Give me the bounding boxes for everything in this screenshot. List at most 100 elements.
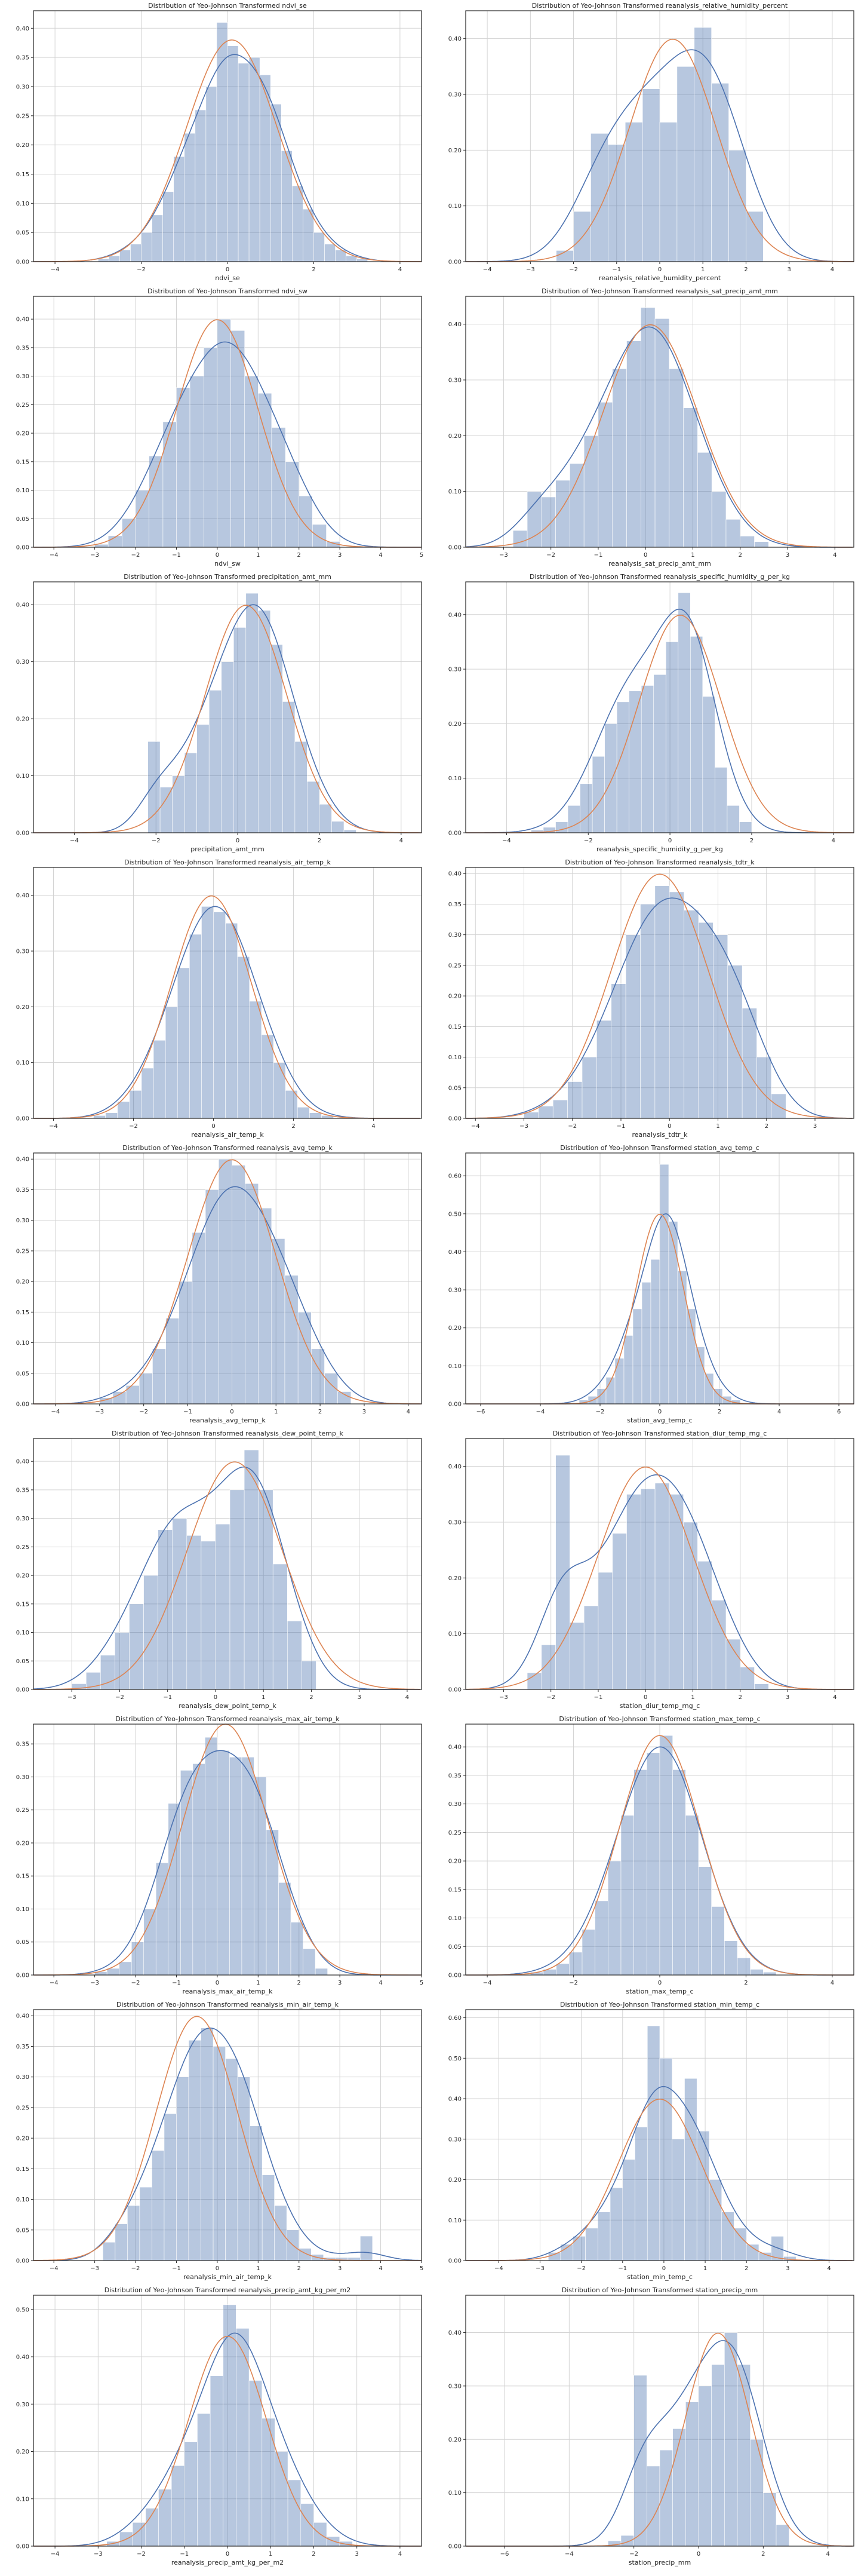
x-tick-label: 4	[379, 552, 382, 559]
y-tick-label: 0.20	[448, 433, 462, 440]
x-tick-label: −6	[476, 1409, 485, 1415]
histogram-bar	[672, 2139, 685, 2261]
axes-frame	[33, 2009, 422, 2261]
histogram-bar	[690, 636, 703, 833]
y-tick-label: 0.00	[16, 1973, 29, 1979]
x-tick-label: −2	[131, 2265, 140, 2272]
histogram-bar	[238, 63, 250, 262]
histogram-bar	[697, 1561, 712, 1690]
kde-line	[466, 49, 854, 262]
x-tick-label: 0	[668, 1123, 671, 1130]
y-tick-label: 0.10	[448, 1915, 462, 1922]
histogram-bar	[746, 211, 764, 262]
normal-fit-line	[466, 2098, 853, 2261]
subplot-title: Distribution of Yeo-Johnson Transformed …	[560, 2001, 759, 2008]
x-axis-label: reanalysis_max_air_temp_k	[182, 1988, 273, 1995]
x-tick-label: 0	[214, 1694, 217, 1701]
x-tick-label: 4	[831, 1980, 834, 1986]
histogram-bar	[149, 455, 164, 548]
histogram-bar	[694, 27, 712, 262]
subplot-14: −4 −2 0 2 4 0.00 0.05 0.10 0.15 0.20 0.25 0.30 0.35 0…	[448, 1715, 854, 1995]
x-axis-label: station_max_temp_c	[626, 1988, 693, 1995]
histogram-bar	[302, 1660, 316, 1690]
y-tick-label: 0.20	[16, 2136, 29, 2142]
histogram-bar	[241, 1756, 254, 1976]
histogram-bar	[728, 150, 746, 262]
histogram-bar	[201, 1541, 216, 1690]
x-axis-label: reanalysis_sat_precip_amt_mm	[608, 560, 711, 568]
histogram-bar	[633, 1770, 647, 1976]
y-tick-label: 0.00	[448, 2258, 462, 2265]
axes-frame	[465, 867, 854, 1119]
normal-fit-line	[33, 39, 422, 262]
y-tick-label: 0.40	[16, 26, 29, 32]
x-tick-label: 4	[833, 1694, 836, 1701]
y-tick-label: 0.30	[16, 2074, 29, 2081]
x-tick-label: 2	[297, 552, 301, 559]
x-tick-label: 3	[787, 266, 791, 273]
x-tick-label: −3	[67, 1694, 76, 1701]
y-tick-label: 0.30	[448, 2136, 462, 2143]
kde-line	[466, 608, 854, 833]
x-tick-label: −1	[163, 1694, 172, 1701]
x-tick-label: −2	[569, 1980, 578, 1986]
y-tick-label: 0.20	[16, 431, 29, 437]
x-tick-label: −2	[568, 1123, 577, 1130]
subplot-title: Distribution of Yeo-Johnson Transformed …	[559, 1715, 760, 1723]
axes-frame	[465, 296, 854, 548]
x-tick-label: −3	[526, 266, 535, 273]
x-tick-label: 3	[786, 2265, 789, 2272]
x-tick-label: −3	[536, 2265, 545, 2272]
subplot-6: −4 −2 0 2 4 0.00 0.10 0.20 0.30 0.40 Distribution …	[448, 573, 854, 853]
histogram-bar	[641, 1282, 651, 1404]
y-tick-label: 0.10	[16, 2197, 29, 2203]
x-tick-label: −2	[596, 1409, 605, 1415]
histogram-bar	[115, 1632, 130, 1690]
x-tick-label: 3	[813, 1123, 817, 1130]
y-tick-label: 0.20	[448, 1859, 462, 1865]
subplot-title: Distribution of Yeo-Johnson Transformed …	[542, 287, 778, 295]
y-tick-label: 0.20	[16, 1573, 29, 1580]
x-axis-label: station_avg_temp_c	[627, 1416, 692, 1424]
kde-line	[466, 1474, 853, 1690]
x-tick-label: 0	[216, 1980, 219, 1986]
histogram-bar	[201, 906, 214, 1119]
histogram-bar	[284, 1275, 299, 1404]
y-tick-label: 0.15	[448, 1024, 462, 1031]
y-tick-label: 0.15	[16, 2166, 29, 2173]
histogram-bar	[249, 1001, 262, 1119]
x-tick-label: −4	[494, 2265, 503, 2272]
x-tick-label: −2	[546, 552, 555, 559]
histogram-bar	[173, 156, 185, 262]
axes-frame	[465, 581, 854, 833]
subplot-title: Distribution of Yeo-Johnson Transformed …	[560, 1144, 759, 1152]
subplot-10: −6 −4 −2 0 2 4 6 0.00 0.10 0.20 0.30 0.40 0.50 0.60 Di…	[448, 1144, 854, 1424]
histogram-bar	[552, 1099, 568, 1119]
histogram-bar	[189, 376, 204, 548]
kde-line	[33, 341, 422, 548]
histogram-bar	[750, 2439, 764, 2547]
histogram-bar	[641, 685, 654, 833]
histogram-bar	[650, 1259, 660, 1404]
y-tick-label: 0.20	[16, 716, 29, 723]
kde-line	[466, 2086, 853, 2261]
histogram-bar	[570, 463, 585, 548]
histogram-bar	[139, 1373, 153, 1404]
x-tick-label: −4	[50, 1980, 59, 1986]
x-tick-label: −2	[115, 1694, 124, 1701]
histogram-bar	[610, 2187, 623, 2261]
normal-fit-line	[465, 873, 853, 1119]
histogram-bar	[698, 1866, 712, 1976]
histogram-bar	[360, 2235, 373, 2261]
x-tick-label: −3	[94, 2551, 103, 2557]
histogram-bar	[165, 1007, 178, 1119]
axes-frame	[33, 1438, 422, 1690]
normal-fit-line	[466, 1735, 854, 1976]
y-tick-label: 0.40	[448, 2330, 462, 2336]
histogram-bar	[196, 724, 210, 833]
x-tick-label: −4	[536, 1409, 545, 1415]
x-tick-label: 4	[833, 552, 836, 559]
x-tick-label: 0	[658, 266, 662, 273]
subplot-title: Distribution of Yeo-Johnson Transformed …	[116, 2001, 339, 2008]
histogram-bar	[130, 244, 142, 262]
